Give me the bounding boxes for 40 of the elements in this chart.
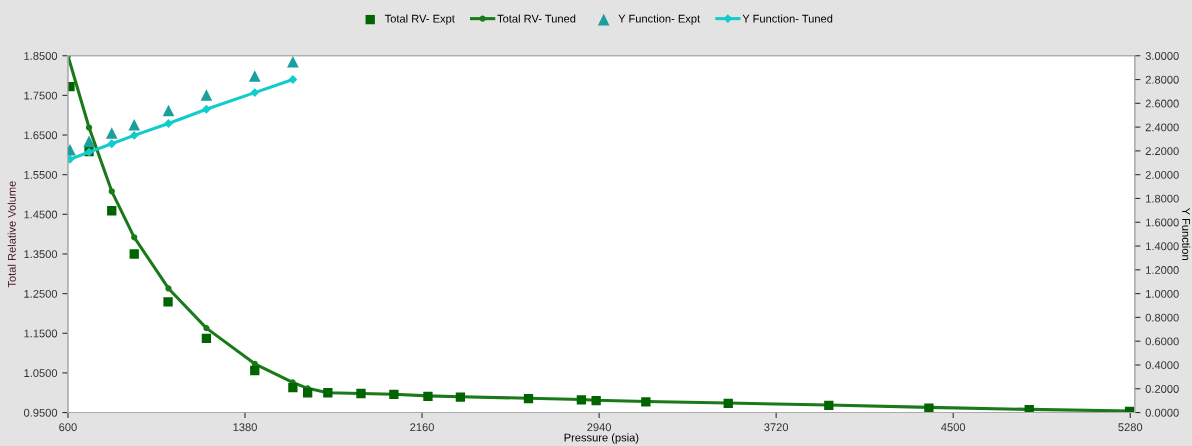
- y2-tick-label: 0.2000: [1145, 385, 1179, 393]
- y2-tick-label: 0.4000: [1145, 361, 1179, 370]
- y-tick-label: 1.4500: [24, 210, 58, 219]
- x-axis-title: Pressure (psia): [564, 433, 639, 444]
- x-tick-label: 600: [59, 423, 77, 432]
- y2-tick-label: 0.0000: [1145, 408, 1179, 417]
- x-tick-label: 4500: [941, 423, 966, 432]
- y2-tick-label: 1.6000: [1146, 218, 1179, 227]
- legend-label: Y Function- Expt: [618, 14, 701, 25]
- y-tick-label: 1.1500: [24, 329, 58, 338]
- y2-tick-label: 2.8000: [1145, 75, 1179, 84]
- y2-tick-label: 1.8000: [1146, 194, 1179, 203]
- y-tick-label: 1.3500: [24, 250, 58, 259]
- y2-axis-title: Y Function: [1182, 207, 1191, 260]
- y2-tick-label: 2.0000: [1145, 170, 1179, 179]
- y2-tick-label: 2.2000: [1145, 147, 1179, 156]
- y-axis-title: Total Relative Volume: [7, 181, 16, 288]
- y2-tick-label: 1.4000: [1146, 242, 1179, 251]
- x-tick-label: 1380: [233, 423, 257, 432]
- y-tick-label: 1.0500: [24, 369, 58, 378]
- y-tick-label: 1.7500: [24, 91, 58, 100]
- y2-tick-label: 2.6000: [1145, 99, 1179, 108]
- y2-tick-label: 3.0000: [1145, 52, 1179, 60]
- y-tick-label: 0.9500: [23, 408, 58, 417]
- y2-tick-label: 1.2000: [1146, 266, 1179, 274]
- legend-label: Y Function- Tuned: [742, 14, 833, 23]
- y-tick-label: 1.2500: [24, 289, 58, 298]
- y2-tick-label: 0.8000: [1145, 313, 1179, 322]
- x-tick-label: 2160: [410, 423, 434, 432]
- legend-label: Total RV- Tuned: [497, 14, 576, 23]
- y-tick-label: 1.8500: [24, 52, 58, 60]
- x-tick-label: 2940: [587, 423, 612, 432]
- y2-tick-label: 0.6000: [1145, 337, 1179, 346]
- x-tick-label: 5280: [1118, 423, 1143, 432]
- x-tick-label: 3720: [764, 423, 789, 432]
- y2-tick-label: 2.4000: [1145, 123, 1179, 132]
- y-tick-label: 1.5500: [24, 170, 58, 179]
- y-tick-label: 1.6500: [24, 131, 58, 140]
- y2-tick-label: 1.0000: [1146, 289, 1179, 298]
- legend-label: Total RV- Expt: [384, 14, 455, 25]
